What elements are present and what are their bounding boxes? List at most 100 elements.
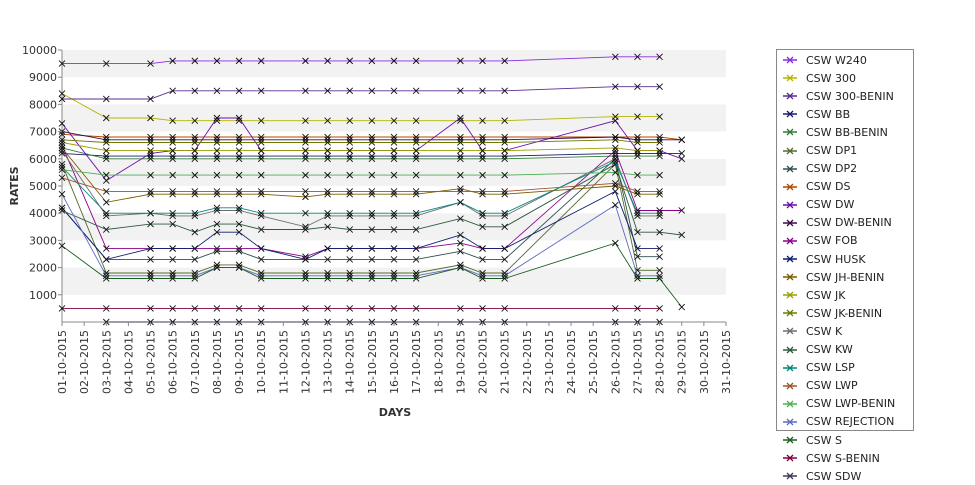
data-point [213,117,221,125]
data-point [479,275,486,282]
data-point [501,209,508,217]
data-point [346,256,354,263]
data-point [346,133,354,141]
data-point [257,136,265,144]
data-point [412,275,420,282]
series-19 [58,174,663,195]
data-point [346,245,354,252]
data-point [479,171,486,179]
data-point [58,204,66,212]
data-point [235,305,243,312]
series-15 [58,136,663,146]
data-point [368,133,376,141]
legend-item: CSW SDW [783,467,913,485]
data-point [457,152,464,160]
data-point [634,190,641,198]
data-point [612,147,619,154]
data-point [501,212,508,220]
data-point [634,171,641,179]
legend-label: CSW K [806,324,843,338]
data-point [346,188,354,195]
data-point [634,188,641,195]
legend-marker-icon [783,325,797,337]
data-point [457,185,464,193]
data-point [457,261,464,269]
x-tick-label: 04-10-2015 [122,330,135,394]
series-line [61,163,660,274]
legend-item: CSW K [783,322,913,340]
data-point [390,226,398,233]
data-point [324,305,331,312]
data-point [656,147,663,154]
data-point [191,87,199,95]
x-tick-label: 14-10-2015 [344,330,357,394]
y-tick-label: 6000 [29,153,57,166]
x-tick-label: 30-10-2015 [698,330,711,394]
data-point [102,139,110,146]
x-tick-label: 18-10-2015 [432,330,445,394]
x-axis-ticks: 01-10-2015 02-10-2015 03-10-2015 04-10-2015… [56,322,733,394]
legend-marker-icon [783,307,797,319]
series-line [61,147,660,160]
data-point [501,188,508,195]
data-point [58,174,66,182]
data-point [302,272,309,280]
data-point [213,133,221,141]
data-point [390,269,398,277]
data-point [634,253,641,261]
data-point [501,155,508,163]
data-point [368,190,376,198]
data-point [612,305,619,312]
series-line [61,139,660,143]
data-point [479,87,486,95]
data-point [501,223,508,231]
legend-label: CSW SDW [806,469,862,483]
data-point [169,256,176,263]
x-tick-label: 13-10-2015 [322,330,335,394]
data-point [58,60,66,67]
data-point [235,136,243,144]
data-point [147,305,154,312]
data-point [102,275,110,282]
data-point [656,188,663,195]
data-point [302,269,309,277]
data-point [368,272,376,280]
data-point [147,272,154,280]
x-tick-label: 12-10-2015 [299,330,312,394]
legend-item: CSW JK [783,286,913,304]
legend-marker-icon [783,344,797,356]
y-tick-label: 9000 [29,71,57,84]
data-point [147,188,154,195]
data-point [656,190,663,198]
data-point [390,272,398,280]
data-point [102,199,110,206]
data-point [368,188,376,195]
data-point [479,245,486,252]
data-point [457,57,464,65]
data-point [302,275,309,282]
data-point [656,139,663,146]
data-point [368,57,376,65]
data-point [412,226,420,233]
data-point [169,272,176,280]
data-point [147,152,154,160]
data-point [257,57,265,65]
data-point [324,272,331,280]
data-point [656,267,663,274]
data-point [302,117,309,125]
legend-item: CSW S [783,431,913,449]
series-5 [58,144,663,163]
grid-band [62,267,726,295]
legend-item: CSW DP1 [783,141,913,159]
data-point [235,57,243,65]
legend-marker-icon [783,217,797,229]
series-17 [58,160,686,239]
legend-item: CSW REJECTION [783,413,913,431]
x-tick-label: 20-10-2015 [477,330,490,394]
data-point [324,223,331,231]
data-point [346,209,354,217]
data-point [479,188,486,195]
data-point [169,245,176,252]
data-point [324,269,331,277]
y-tick-label: 1000 [29,289,57,302]
